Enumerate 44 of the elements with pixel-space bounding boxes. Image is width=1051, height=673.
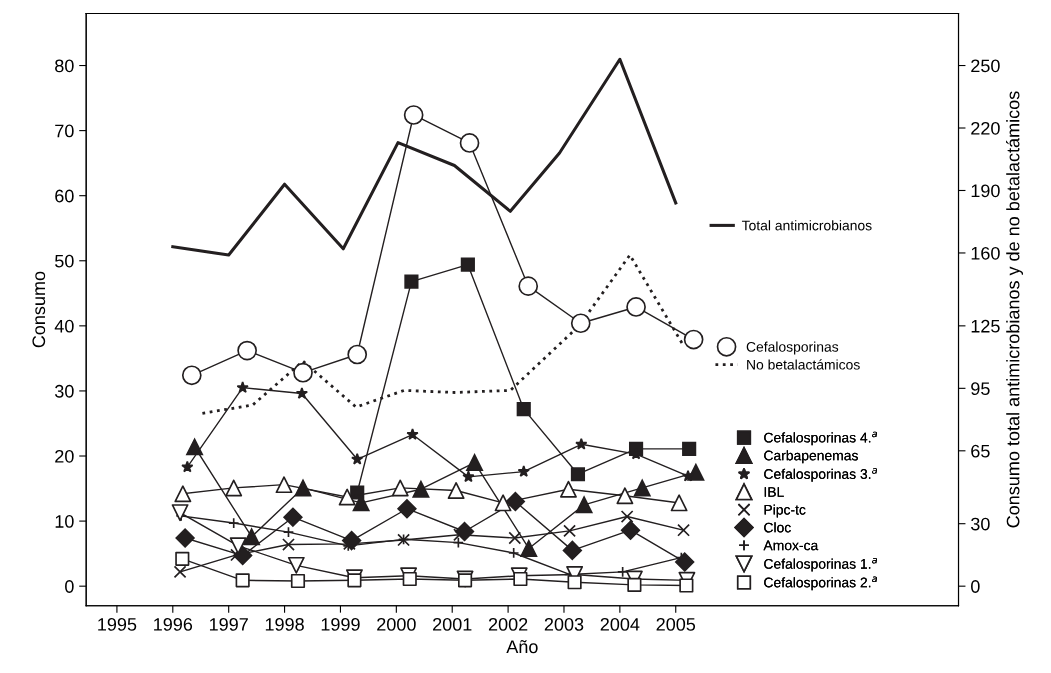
y2-tick-label: 190 [971, 184, 1000, 198]
y-tick-label: 20 [55, 449, 74, 463]
y2-tick-label: 250 [971, 59, 1000, 73]
x-axis-title: Año [506, 640, 538, 654]
y2-tick-label: 220 [971, 121, 1000, 135]
legend-label: Carbapenemas [764, 450, 858, 464]
x-tick-label: 1995 [98, 617, 137, 631]
x-tick-label: 1997 [209, 617, 248, 631]
legend-label: Amox-ca [763, 540, 819, 551]
legend-label: Cefalosporinas 4.$^{a}$ [764, 431, 877, 446]
y-axis-title: Consumo [32, 271, 46, 348]
y-tick-label: 60 [55, 189, 74, 203]
x-tick-label: 2003 [544, 617, 584, 631]
x-tick-label: 2005 [656, 617, 696, 631]
y-tick-label: 50 [55, 254, 74, 268]
y-tick-label: 10 [55, 515, 74, 528]
y2-tick-label: 95 [971, 382, 990, 396]
y2-axis-title: Consumo total antimicrobianos y de no betalactámicos [1005, 91, 1024, 528]
x-tick-label: 1998 [265, 617, 304, 631]
legend-label: Cefalosporinas 1.$^{a}$ [764, 557, 877, 572]
legend-label: Cloc [764, 522, 791, 533]
y2-tick-label: 30 [971, 517, 990, 531]
x-tick-label: 1996 [154, 617, 193, 631]
legend-label: Pipc-tc [764, 504, 806, 518]
y-tick-label: 0 [65, 580, 74, 593]
x-tick-label: 2004 [600, 617, 640, 631]
legend-label: Total antimicrobianos [741, 220, 872, 231]
x-tick-label: 2000 [377, 617, 416, 631]
y-tick-label: 70 [55, 124, 74, 138]
x-tick-label: 2002 [488, 617, 528, 631]
legend-label: IBL [764, 487, 784, 497]
y2-tick-label: 0 [971, 580, 980, 593]
y2-tick-label: 160 [971, 246, 1000, 260]
y-tick-label: 40 [54, 319, 74, 333]
legend-label: Cefalosporinas 2.$^{a}$ [764, 576, 877, 591]
legend-label: No betalactámicos [747, 359, 860, 370]
y2-tick-label: 125 [971, 319, 1000, 333]
x-tick-label: 1999 [321, 617, 360, 631]
y-tick-label: 30 [54, 384, 74, 398]
x-tick-label: 2001 [433, 617, 472, 631]
legend-label: Cefalosporinas 3.$^{a}$ [764, 468, 877, 482]
y-tick-label: 80 [55, 59, 74, 73]
legend-label: Cefalosporinas [746, 341, 839, 355]
y2-tick-label: 65 [971, 444, 990, 458]
